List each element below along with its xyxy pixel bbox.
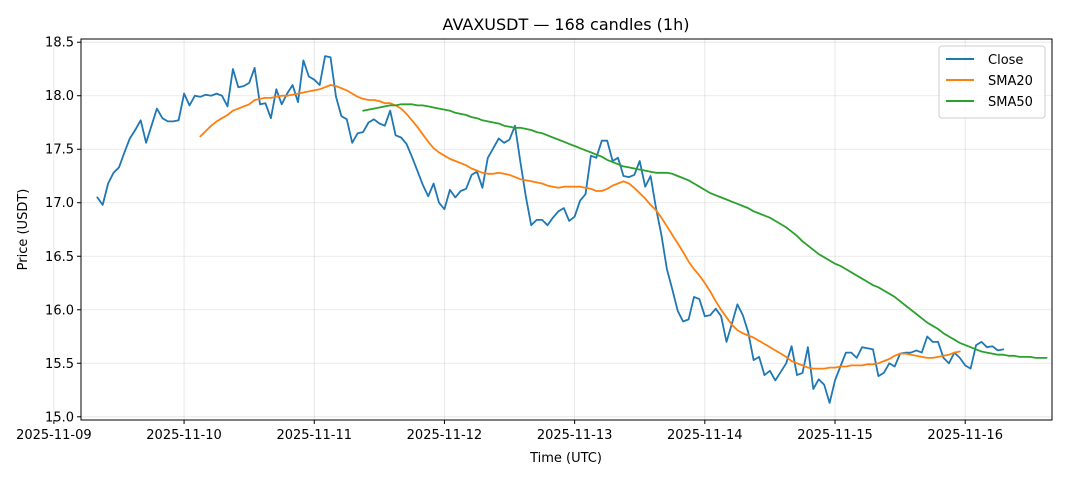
x-tick-label: 2025-11-12	[407, 428, 483, 443]
series-line-close	[96, 55, 1005, 404]
legend-label-sma50: SMA50	[988, 95, 1033, 110]
x-tick-label: 2025-11-16	[927, 428, 1003, 443]
series-lines	[96, 55, 1048, 404]
x-tick-label: 2025-11-15	[797, 428, 873, 443]
plot-frame	[80, 38, 1053, 421]
x-tick-label: 2025-11-09	[16, 428, 92, 443]
x-axis-title: Time (UTC)	[529, 451, 602, 466]
legend: Close SMA20 SMA50	[938, 45, 1046, 119]
y-tick-label: 15.0	[45, 410, 74, 425]
series-line-sma20	[199, 84, 961, 370]
chart-title: AVAXUSDT — 168 candles (1h)	[443, 15, 690, 34]
y-tick-label: 18.5	[45, 36, 74, 51]
legend-label-sma20: SMA20	[988, 74, 1033, 89]
y-tick-label: 15.5	[45, 357, 74, 372]
series-line-sma50	[362, 103, 1048, 359]
y-tick-label: 18.0	[45, 89, 74, 104]
y-tick-label: 17.0	[45, 196, 74, 211]
y-axis-title: Price (USDT)	[16, 189, 31, 271]
y-tick-label: 16.5	[45, 250, 74, 265]
x-tick-label: 2025-11-10	[146, 428, 222, 443]
x-tick-label: 2025-11-14	[667, 428, 743, 443]
legend-label-close: Close	[988, 53, 1023, 68]
x-tick-label: 2025-11-11	[276, 428, 352, 443]
y-axis-ticks: 15.0 15.5 16.0 16.5 17.0 17.5 18.0 18.5	[45, 36, 81, 425]
x-tick-label: 2025-11-13	[537, 428, 613, 443]
y-tick-label: 17.5	[45, 143, 74, 158]
x-axis-ticks: 2025-11-09 2025-11-10 2025-11-11 2025-11-12…	[16, 420, 1003, 443]
y-tick-label: 16.0	[45, 303, 74, 318]
